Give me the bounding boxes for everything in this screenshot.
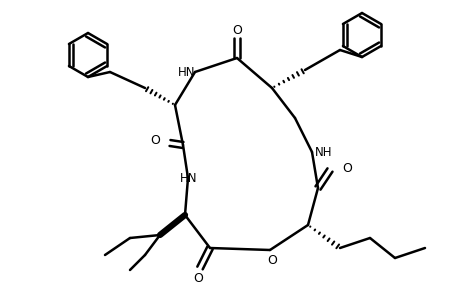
Text: NH: NH — [315, 146, 333, 159]
Text: O: O — [150, 133, 160, 146]
Text: HN: HN — [180, 172, 197, 185]
Text: O: O — [267, 253, 277, 266]
Text: O: O — [193, 271, 203, 284]
Text: HN: HN — [177, 66, 195, 79]
Text: O: O — [232, 24, 242, 37]
Text: O: O — [342, 162, 352, 175]
